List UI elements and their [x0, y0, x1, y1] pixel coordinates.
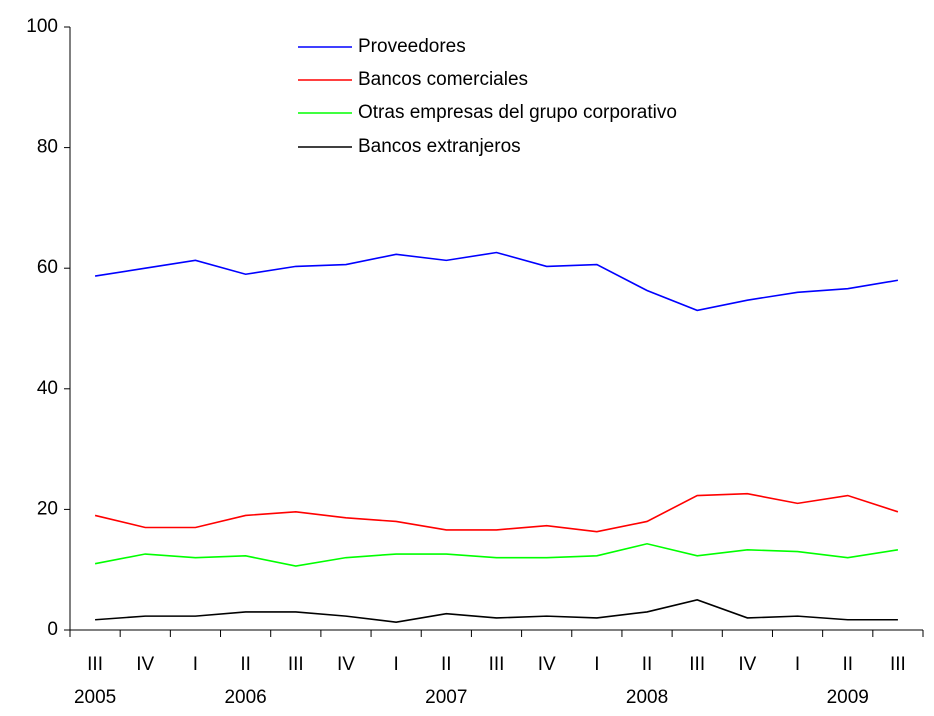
year-label: 2007: [425, 687, 467, 708]
year-label: 2006: [224, 687, 266, 708]
y-tick-label: 100: [26, 16, 58, 37]
y-tick-label: 60: [37, 257, 58, 278]
series-line: [95, 599, 898, 623]
x-tick-label: IV: [538, 654, 556, 675]
series-line: [94, 492, 899, 533]
x-tick-label: II: [842, 654, 853, 675]
x-tick-label: III: [489, 654, 505, 675]
x-tick-label: II: [240, 654, 251, 675]
x-tick-label: III: [288, 654, 304, 675]
y-tick-label: 40: [37, 378, 58, 399]
x-tick-label: III: [87, 654, 103, 675]
y-tick-label: 0: [47, 619, 58, 640]
legend-label: Bancos extranjeros: [358, 136, 521, 157]
x-tick-label: I: [594, 654, 599, 675]
year-label: 2009: [827, 687, 869, 708]
legend-label: Proveedores: [358, 36, 466, 57]
legend-label: Bancos comerciales: [358, 69, 528, 90]
x-tick-label: IV: [136, 654, 154, 675]
x-tick-label: I: [394, 654, 399, 675]
y-tick-label: 80: [37, 137, 58, 158]
year-label: 2005: [74, 687, 116, 708]
series-line: [94, 542, 899, 567]
x-tick-label: IV: [337, 654, 355, 675]
legend-label: Otras empresas del grupo corporativo: [358, 102, 677, 123]
x-tick-label: III: [890, 654, 906, 675]
x-tick-label: II: [642, 654, 653, 675]
x-tick-label: IV: [738, 654, 756, 675]
x-tick-label: II: [441, 654, 452, 675]
x-tick-label: III: [689, 654, 705, 675]
year-label: 2008: [626, 687, 668, 708]
x-tick-label: I: [795, 654, 800, 675]
x-tick-label: I: [193, 654, 198, 675]
y-tick-label: 20: [37, 498, 58, 519]
series-line: [94, 251, 899, 312]
